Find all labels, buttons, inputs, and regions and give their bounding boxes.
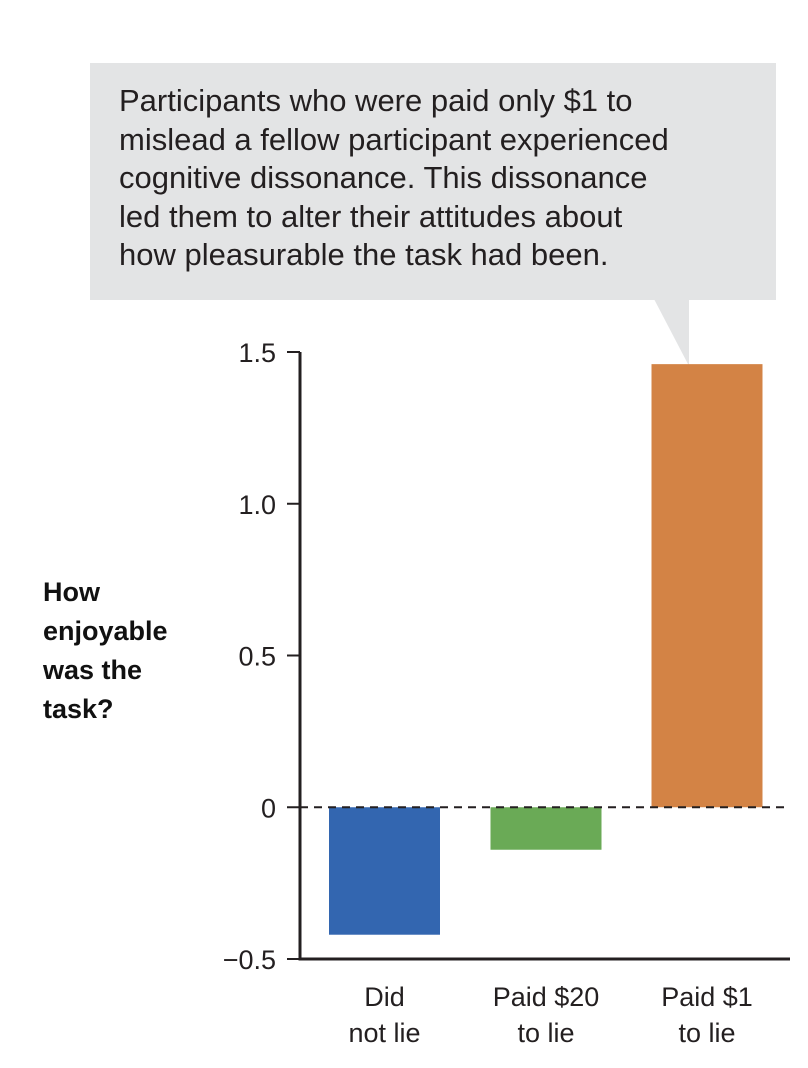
x-category-label: Did <box>364 982 405 1012</box>
y-tick-label: 1.0 <box>238 490 276 520</box>
callout-line: mislead a fellow participant experienced <box>119 121 669 157</box>
callout-pointer-shape <box>654 299 689 366</box>
y-tick-label: 0 <box>261 793 276 823</box>
x-category-label: Paid $1 <box>661 982 753 1012</box>
bar <box>490 807 602 850</box>
bar <box>651 364 763 808</box>
y-axis-title: How enjoyable was the task? <box>43 573 223 729</box>
callout-line: led them to alter their attitudes about <box>119 198 623 234</box>
callout-line: cognitive dissonance. This dissonance <box>119 160 648 195</box>
callout-text: Participants who were paid only $1 to mi… <box>119 82 779 275</box>
x-category-label: not lie <box>348 1018 420 1048</box>
x-category-label: to lie <box>678 1018 735 1048</box>
bar <box>329 807 440 935</box>
callout-line: Participants who were paid only $1 to <box>119 83 633 118</box>
y-axis-title-line: task? <box>43 694 114 724</box>
x-category-label: to lie <box>517 1018 574 1048</box>
callout-line: how pleasurable the task had been. <box>119 237 609 272</box>
y-tick-label: 0.5 <box>238 642 276 672</box>
y-axis-title-line: enjoyable <box>43 616 168 646</box>
y-axis-title-line: How <box>43 577 100 607</box>
y-tick-label: 1.5 <box>238 338 276 368</box>
x-category-label: Paid $20 <box>493 982 600 1012</box>
y-axis-title-line: was the <box>43 655 143 685</box>
y-tick-label: −0.5 <box>223 945 276 975</box>
callout-box <box>90 63 776 300</box>
